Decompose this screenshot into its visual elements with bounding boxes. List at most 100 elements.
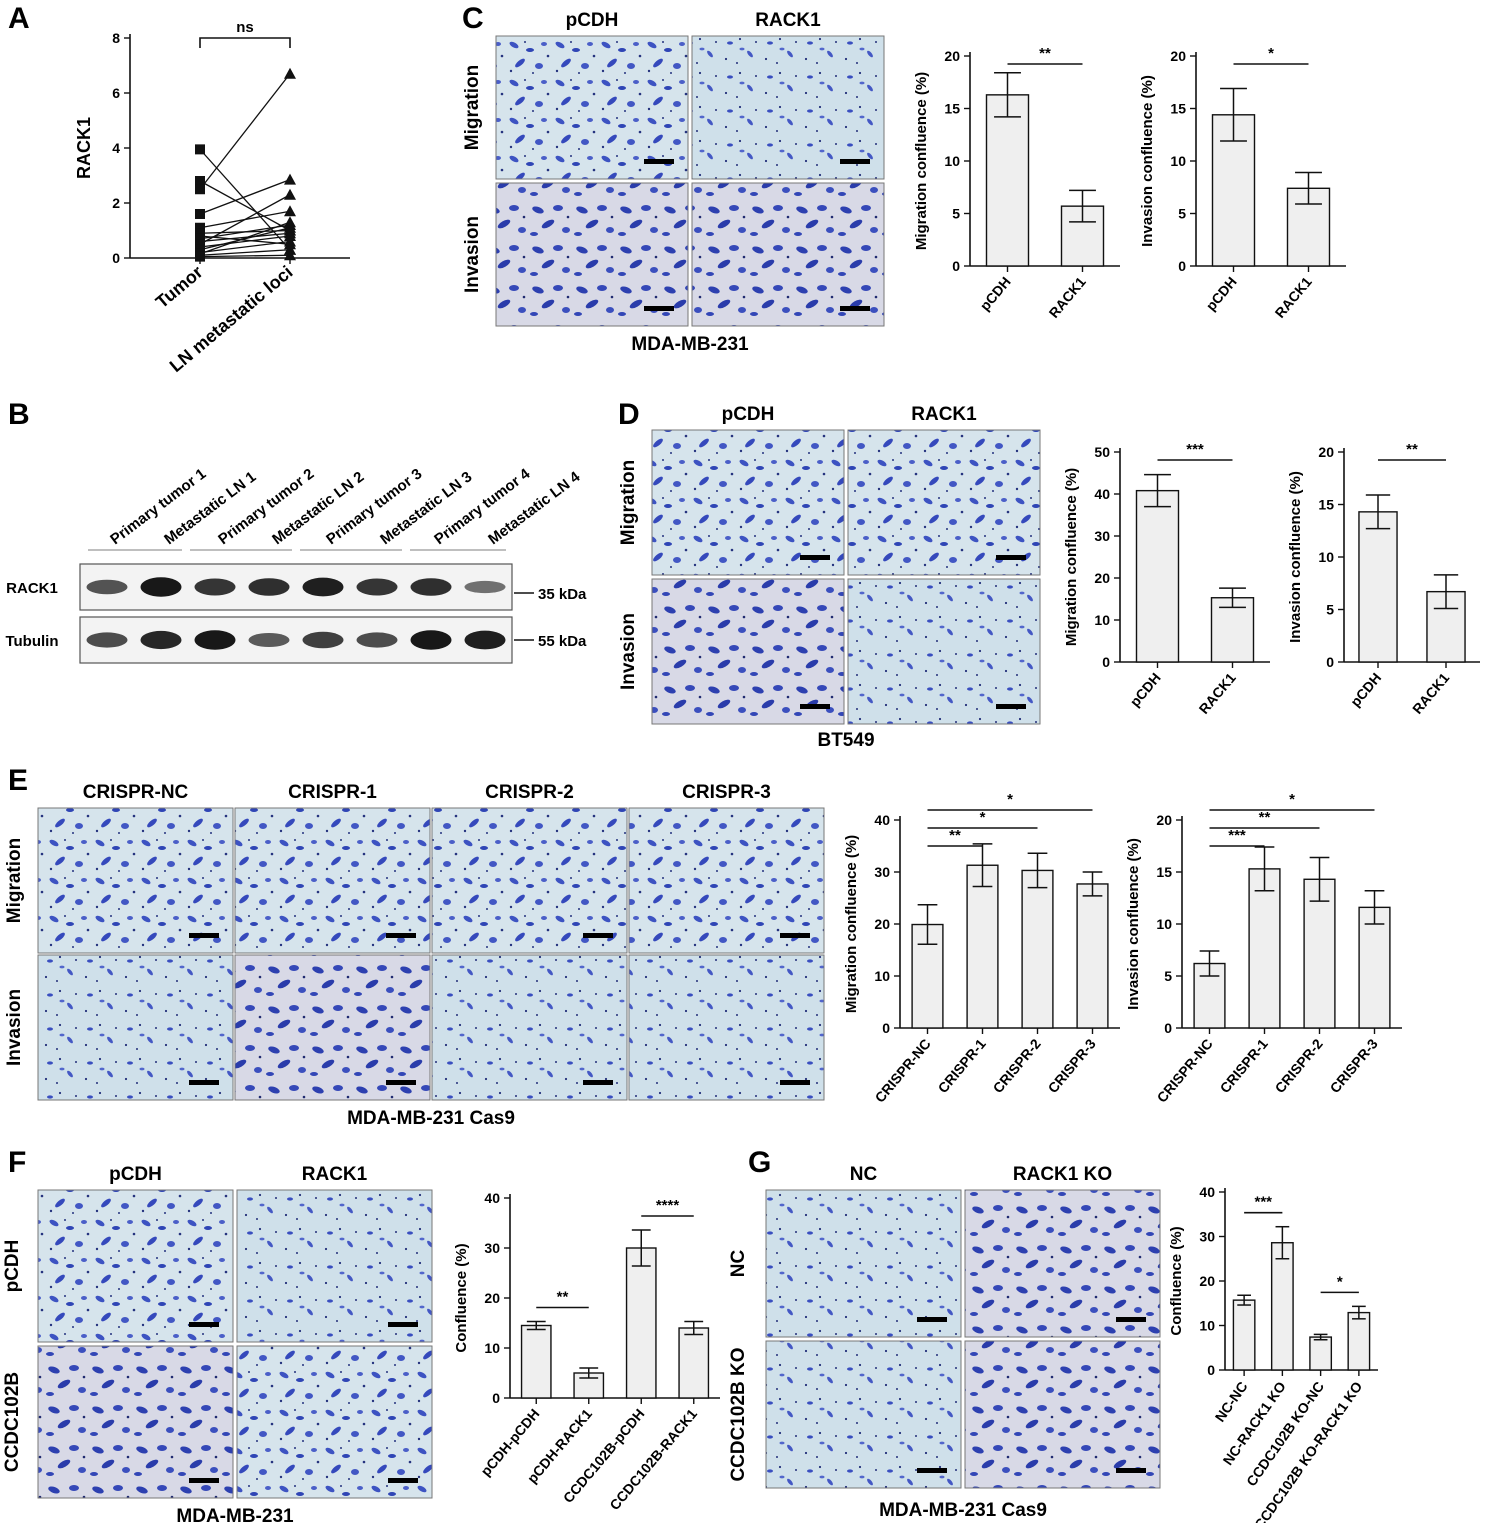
row-header: CCDC102B (2, 1372, 23, 1472)
significance-label: * (980, 809, 986, 826)
scale-bar (996, 555, 1026, 560)
scale-bar (644, 159, 674, 164)
pair-line (199, 235, 291, 248)
y-tick-label: 0 (1178, 258, 1186, 274)
pair-line (199, 254, 291, 258)
lane-label: Metastatic LN 3 (377, 468, 475, 548)
chart-D1: 0 10 20 30 40 50 Migration confluence (%) pCDH R… (1063, 441, 1270, 717)
significance-label: ** (1259, 809, 1271, 826)
y-tick-label: 20 (944, 48, 960, 64)
y-tick-label: 10 (484, 1340, 500, 1356)
scale-bar (644, 306, 674, 311)
tumor-point (195, 222, 205, 233)
x-tick-label: Tumor (152, 262, 207, 312)
bar (625, 1247, 657, 1399)
y-axis-label: Invasion confluence (%) (1139, 75, 1156, 247)
micrograph-image (765, 1189, 962, 1338)
micrograph-image (628, 807, 825, 954)
micrograph-image (765, 1340, 962, 1489)
tumor-point (195, 184, 205, 195)
scale-bar (583, 933, 613, 938)
lane-label: Metastatic LN 1 (161, 468, 259, 548)
lane-label: Primary tumor 1 (107, 465, 209, 548)
micrograph-image (431, 807, 628, 954)
lane-label: Metastatic LN 2 (269, 468, 367, 548)
y-tick-label: 10 (874, 968, 890, 984)
cell-line-caption: MDA-MB-231 (631, 334, 749, 355)
significance-label: ns (236, 19, 254, 36)
lane-label: Primary tumor 2 (215, 465, 317, 548)
y-tick-label: 5 (1326, 602, 1334, 618)
column-header: RACK1 KO (1013, 1164, 1112, 1185)
y-tick-label: 4 (112, 140, 120, 156)
row-header: Migration (618, 460, 639, 546)
row-header: NC (728, 1250, 749, 1278)
cell-line-caption: MDA-MB-231 (176, 1506, 294, 1523)
y-tick-label: 5 (952, 206, 960, 222)
x-tick-label: pCDH (1127, 670, 1164, 710)
y-axis-label: Confluence (%) (453, 1243, 470, 1352)
column-header: RACK1 (755, 10, 821, 31)
x-tick-label: RACK1 (1196, 669, 1239, 716)
y-tick-label: 30 (1094, 528, 1110, 544)
x-tick-label: CRISPR-3 (1045, 1035, 1099, 1096)
chart-E1: 0 10 20 30 40 Migration confluence (%) CRISPR-… (843, 791, 1120, 1106)
bar (1232, 1299, 1256, 1371)
column-header: RACK1 (911, 404, 977, 425)
y-tick-label: 50 (1094, 444, 1110, 460)
x-tick-label: pCDH (1203, 274, 1240, 314)
panel-letter: A (8, 2, 30, 35)
blot-row-label: Tubulin (5, 633, 58, 650)
y-tick-label: 6 (112, 85, 120, 101)
x-tick-label: CRISPR-NC (872, 1036, 934, 1106)
significance-label: ** (1406, 441, 1418, 458)
panel-letter: F (8, 1146, 26, 1179)
y-tick-label: 0 (1207, 1362, 1215, 1378)
scale-bar (386, 1080, 416, 1085)
significance-label: * (1007, 791, 1013, 808)
x-tick-label: pCDH (977, 274, 1014, 314)
scale-bar (780, 1080, 810, 1085)
x-tick-label: RACK1 (1046, 273, 1089, 320)
blot-band (410, 578, 452, 596)
lane-label: Primary tumor 3 (323, 465, 425, 548)
blot-band (248, 578, 290, 596)
y-tick-label: 10 (944, 153, 960, 169)
x-tick-label: RACK1 (1409, 669, 1452, 716)
ln-point (284, 205, 296, 217)
tumor-point (195, 251, 205, 262)
ln-point (284, 67, 296, 79)
scale-bar (800, 555, 830, 560)
pair-line (199, 249, 291, 256)
row-header: pCDH (2, 1240, 23, 1293)
y-axis-label: RACK1 (74, 117, 94, 179)
y-tick-label: 40 (1199, 1184, 1215, 1200)
bar (1135, 489, 1180, 663)
y-tick-label: 20 (874, 916, 890, 932)
micrograph-image (37, 807, 234, 954)
y-tick-label: 30 (874, 864, 890, 880)
scale-bar (840, 159, 870, 164)
cell-line-caption: BT549 (817, 730, 874, 751)
significance-label: *** (1228, 827, 1246, 844)
pair-line (199, 179, 291, 215)
ln-point (284, 188, 296, 200)
y-axis-label: Invasion confluence (%) (1287, 471, 1304, 643)
micrograph-image (495, 182, 689, 327)
scale-bar (800, 704, 830, 709)
panel-letter: G (748, 1146, 771, 1179)
lane-label: Metastatic LN 4 (485, 468, 584, 548)
row-header: Invasion (462, 216, 483, 293)
y-tick-label: 20 (1170, 48, 1186, 64)
pair-line (199, 148, 291, 251)
significance-label: *** (1186, 441, 1204, 458)
micrograph-image (431, 954, 628, 1101)
y-tick-label: 15 (944, 101, 960, 117)
scale-bar (388, 1322, 418, 1327)
column-header: RACK1 (302, 1164, 368, 1185)
micrograph-image (495, 35, 689, 180)
y-axis-label: Migration confluence (%) (843, 835, 860, 1013)
significance-label: **** (656, 1197, 680, 1214)
pair-line (199, 221, 291, 255)
